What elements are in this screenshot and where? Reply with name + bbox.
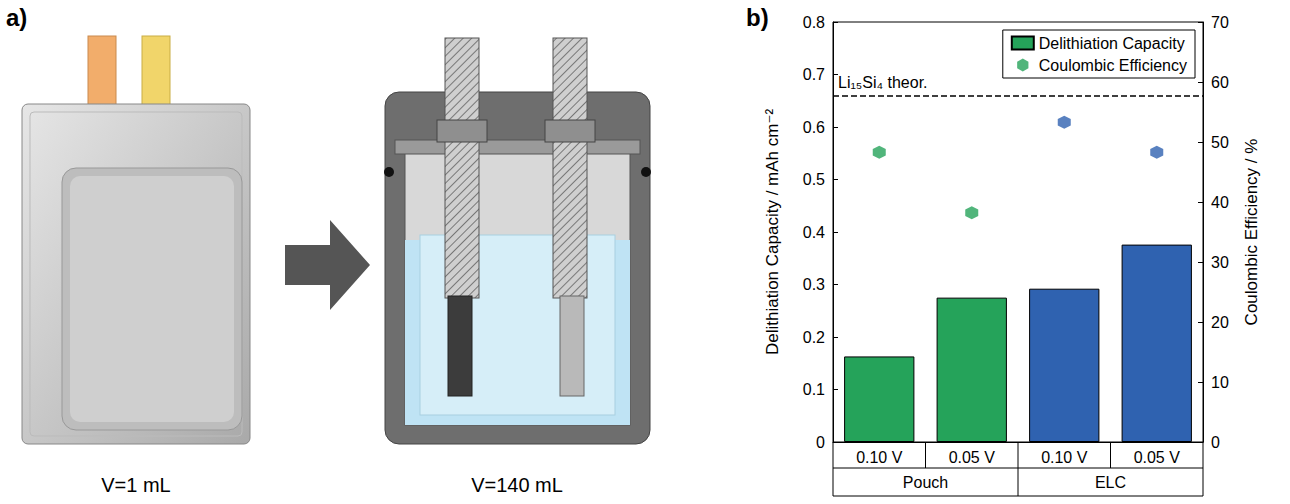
svg-text:0.10 V: 0.10 V xyxy=(856,449,903,466)
svg-text:Li₁₅Si₄ theor.: Li₁₅Si₄ theor. xyxy=(838,74,928,91)
svg-text:0.4: 0.4 xyxy=(803,224,825,241)
html-text:b): b) xyxy=(746,4,769,31)
svg-text:V=140 mL: V=140 mL xyxy=(471,474,563,496)
svg-text:50: 50 xyxy=(1211,134,1229,151)
svg-text:0.3: 0.3 xyxy=(803,276,825,293)
svg-text:Coulombic Efficiency: Coulombic Efficiency xyxy=(1039,57,1187,74)
svg-text:0.2: 0.2 xyxy=(803,329,825,346)
svg-text:V=1 mL: V=1 mL xyxy=(101,474,170,496)
svg-text:20: 20 xyxy=(1211,314,1229,331)
svg-text:0.05 V: 0.05 V xyxy=(1134,449,1181,466)
svg-text:0.10 V: 0.10 V xyxy=(1041,449,1088,466)
svg-text:0.6: 0.6 xyxy=(803,119,825,136)
svg-text:Delithiation Capacity / mAh cm: Delithiation Capacity / mAh cm⁻² xyxy=(763,109,782,355)
svg-text:0.5: 0.5 xyxy=(803,171,825,188)
svg-text:40: 40 xyxy=(1211,194,1229,211)
svg-text:0.1: 0.1 xyxy=(803,381,825,398)
svg-text:0: 0 xyxy=(816,434,825,451)
svg-text:0.7: 0.7 xyxy=(803,66,825,83)
svg-text:30: 30 xyxy=(1211,254,1229,271)
svg-text:60: 60 xyxy=(1211,74,1229,91)
svg-text:Coulombic Efficiency / %: Coulombic Efficiency / % xyxy=(1242,139,1261,326)
svg-text:ELC: ELC xyxy=(1095,474,1126,491)
svg-text:0.8: 0.8 xyxy=(803,14,825,31)
svg-text:70: 70 xyxy=(1211,14,1229,31)
svg-text:0.05 V: 0.05 V xyxy=(949,449,996,466)
svg-text:0: 0 xyxy=(1211,434,1220,451)
svg-text:Delithiation Capacity: Delithiation Capacity xyxy=(1039,35,1185,52)
svg-text:10: 10 xyxy=(1211,374,1229,391)
html-text:a): a) xyxy=(6,4,28,31)
svg-text:Pouch: Pouch xyxy=(903,474,948,491)
